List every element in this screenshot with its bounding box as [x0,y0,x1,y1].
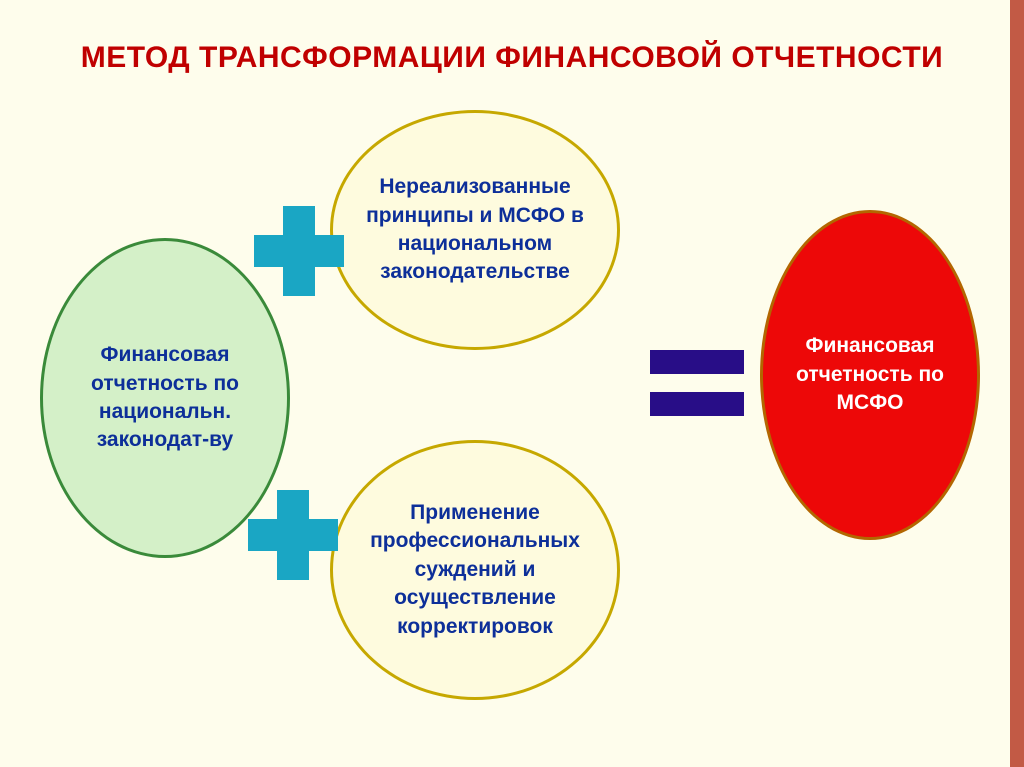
ellipse-label: Применение профессиональных суждений и о… [351,499,599,641]
slide: МЕТОД ТРАНСФОРМАЦИИ ФИНАНСОВОЙ ОТЧЕТНОСТ… [0,0,1024,767]
ellipse-label: Финансовая отчетность по МСФО [781,332,959,417]
side-accent-bar [1010,0,1024,767]
ellipse-ifrs-reporting: Финансовая отчетность по МСФО [760,210,980,540]
ellipse-unrealized-ifrs-principles: Нереализованные принципы и МСФО в национ… [330,110,620,350]
ellipse-professional-judgment: Применение профессиональных суждений и о… [330,440,620,700]
plus-vertical [283,206,315,296]
slide-title: МЕТОД ТРАНСФОРМАЦИИ ФИНАНСОВОЙ ОТЧЕТНОСТ… [36,40,988,76]
equals-icon [650,350,744,416]
equals-bar [650,392,744,416]
plus-icon [254,206,344,296]
ellipse-label: Финансовая отчетность по национальн. зак… [61,341,269,454]
ellipse-label: Нереализованные принципы и МСФО в национ… [351,173,599,286]
diagram-canvas: Финансовая отчетность по национальн. зак… [0,110,1010,750]
plus-icon [248,490,338,580]
equals-bar [650,350,744,374]
plus-vertical [277,490,309,580]
